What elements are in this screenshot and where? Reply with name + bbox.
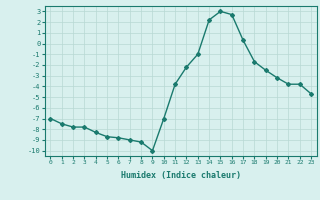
- X-axis label: Humidex (Indice chaleur): Humidex (Indice chaleur): [121, 171, 241, 180]
